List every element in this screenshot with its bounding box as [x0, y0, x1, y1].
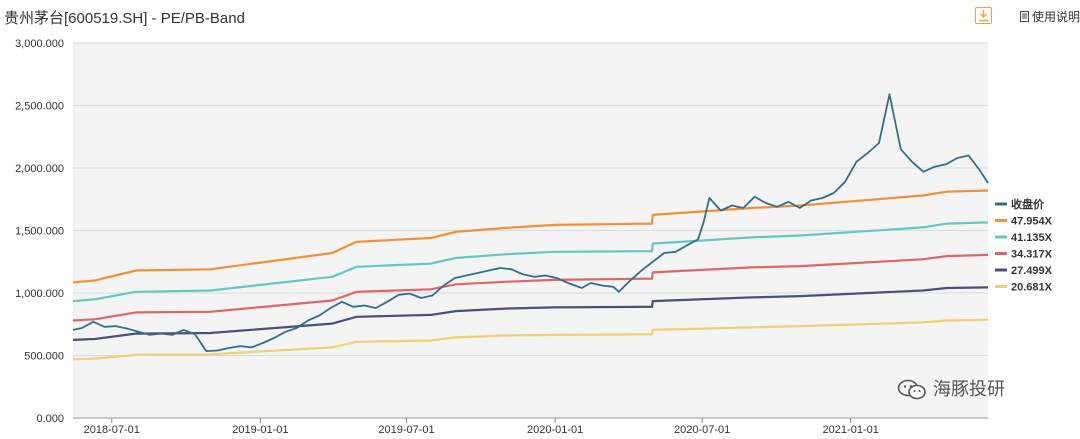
download-icon: [979, 10, 988, 22]
legend-swatch: [995, 252, 1007, 255]
legend-swatch: [995, 268, 1007, 272]
legend-label: 47.954X: [1011, 216, 1053, 228]
y-tick-label: 1,500.000: [15, 226, 64, 238]
x-tick-label: 2020-01-01: [527, 424, 583, 436]
x-tick-label: 2020-07-01: [674, 424, 730, 436]
help-label: 使用说明: [1032, 10, 1080, 24]
pe-band-line-4: [72, 286, 989, 341]
legend-label: 收盘价: [1011, 197, 1045, 211]
legend-label: 34.317X: [1011, 249, 1053, 261]
y-tick-label: 2,000.000: [15, 163, 64, 175]
legend: 收盘价 47.954X 41.135X 34.317X 27.499X 20.681X: [995, 197, 1053, 294]
x-tick-label: 2019-07-01: [378, 424, 434, 436]
download-button[interactable]: [975, 7, 992, 24]
legend-label: 41.135X: [1011, 232, 1053, 244]
help-link[interactable]: 使用说明: [1020, 8, 1080, 25]
chart-header: 贵州茅台[600519.SH] - PE/PB-Band 使用说明: [0, 0, 1080, 34]
y-tick-label: 2,500.000: [15, 101, 64, 113]
document-icon: [1020, 11, 1029, 22]
chart-title: 贵州茅台[600519.SH] - PE/PB-Band: [4, 10, 245, 27]
pe-band-line-5: [72, 318, 989, 361]
legend-label: 20.681X: [1011, 282, 1053, 294]
pe-band-chart: 0.000 500.000 1,000.000 1,500.000 2,000.000 2…: [15, 38, 1053, 436]
y-tick-label: 0.000: [36, 413, 64, 425]
legend-label: 27.499X: [1011, 265, 1053, 277]
y-tick-label: 1,000.000: [15, 288, 64, 300]
pe-band-line-2: [72, 221, 989, 303]
close-price-line: [72, 93, 989, 352]
pe-band-line-1: [72, 189, 989, 284]
pe-band-line-3: [72, 253, 989, 322]
legend-swatch: [995, 235, 1007, 239]
legend-swatch: [995, 285, 1007, 288]
legend-swatch: [995, 219, 1007, 222]
watermark: 海豚投研: [897, 375, 1005, 401]
y-tick-label: 3,000.000: [15, 38, 64, 50]
y-tick-label: 500.000: [24, 351, 64, 363]
x-tick-label: 2021-01-01: [823, 424, 879, 436]
x-tick-label: 2019-01-01: [232, 424, 288, 436]
x-tick-label: 2018-07-01: [84, 424, 140, 436]
legend-swatch: [995, 202, 1007, 206]
watermark-text: 海豚投研: [933, 379, 1005, 399]
wechat-icon: [897, 379, 926, 400]
